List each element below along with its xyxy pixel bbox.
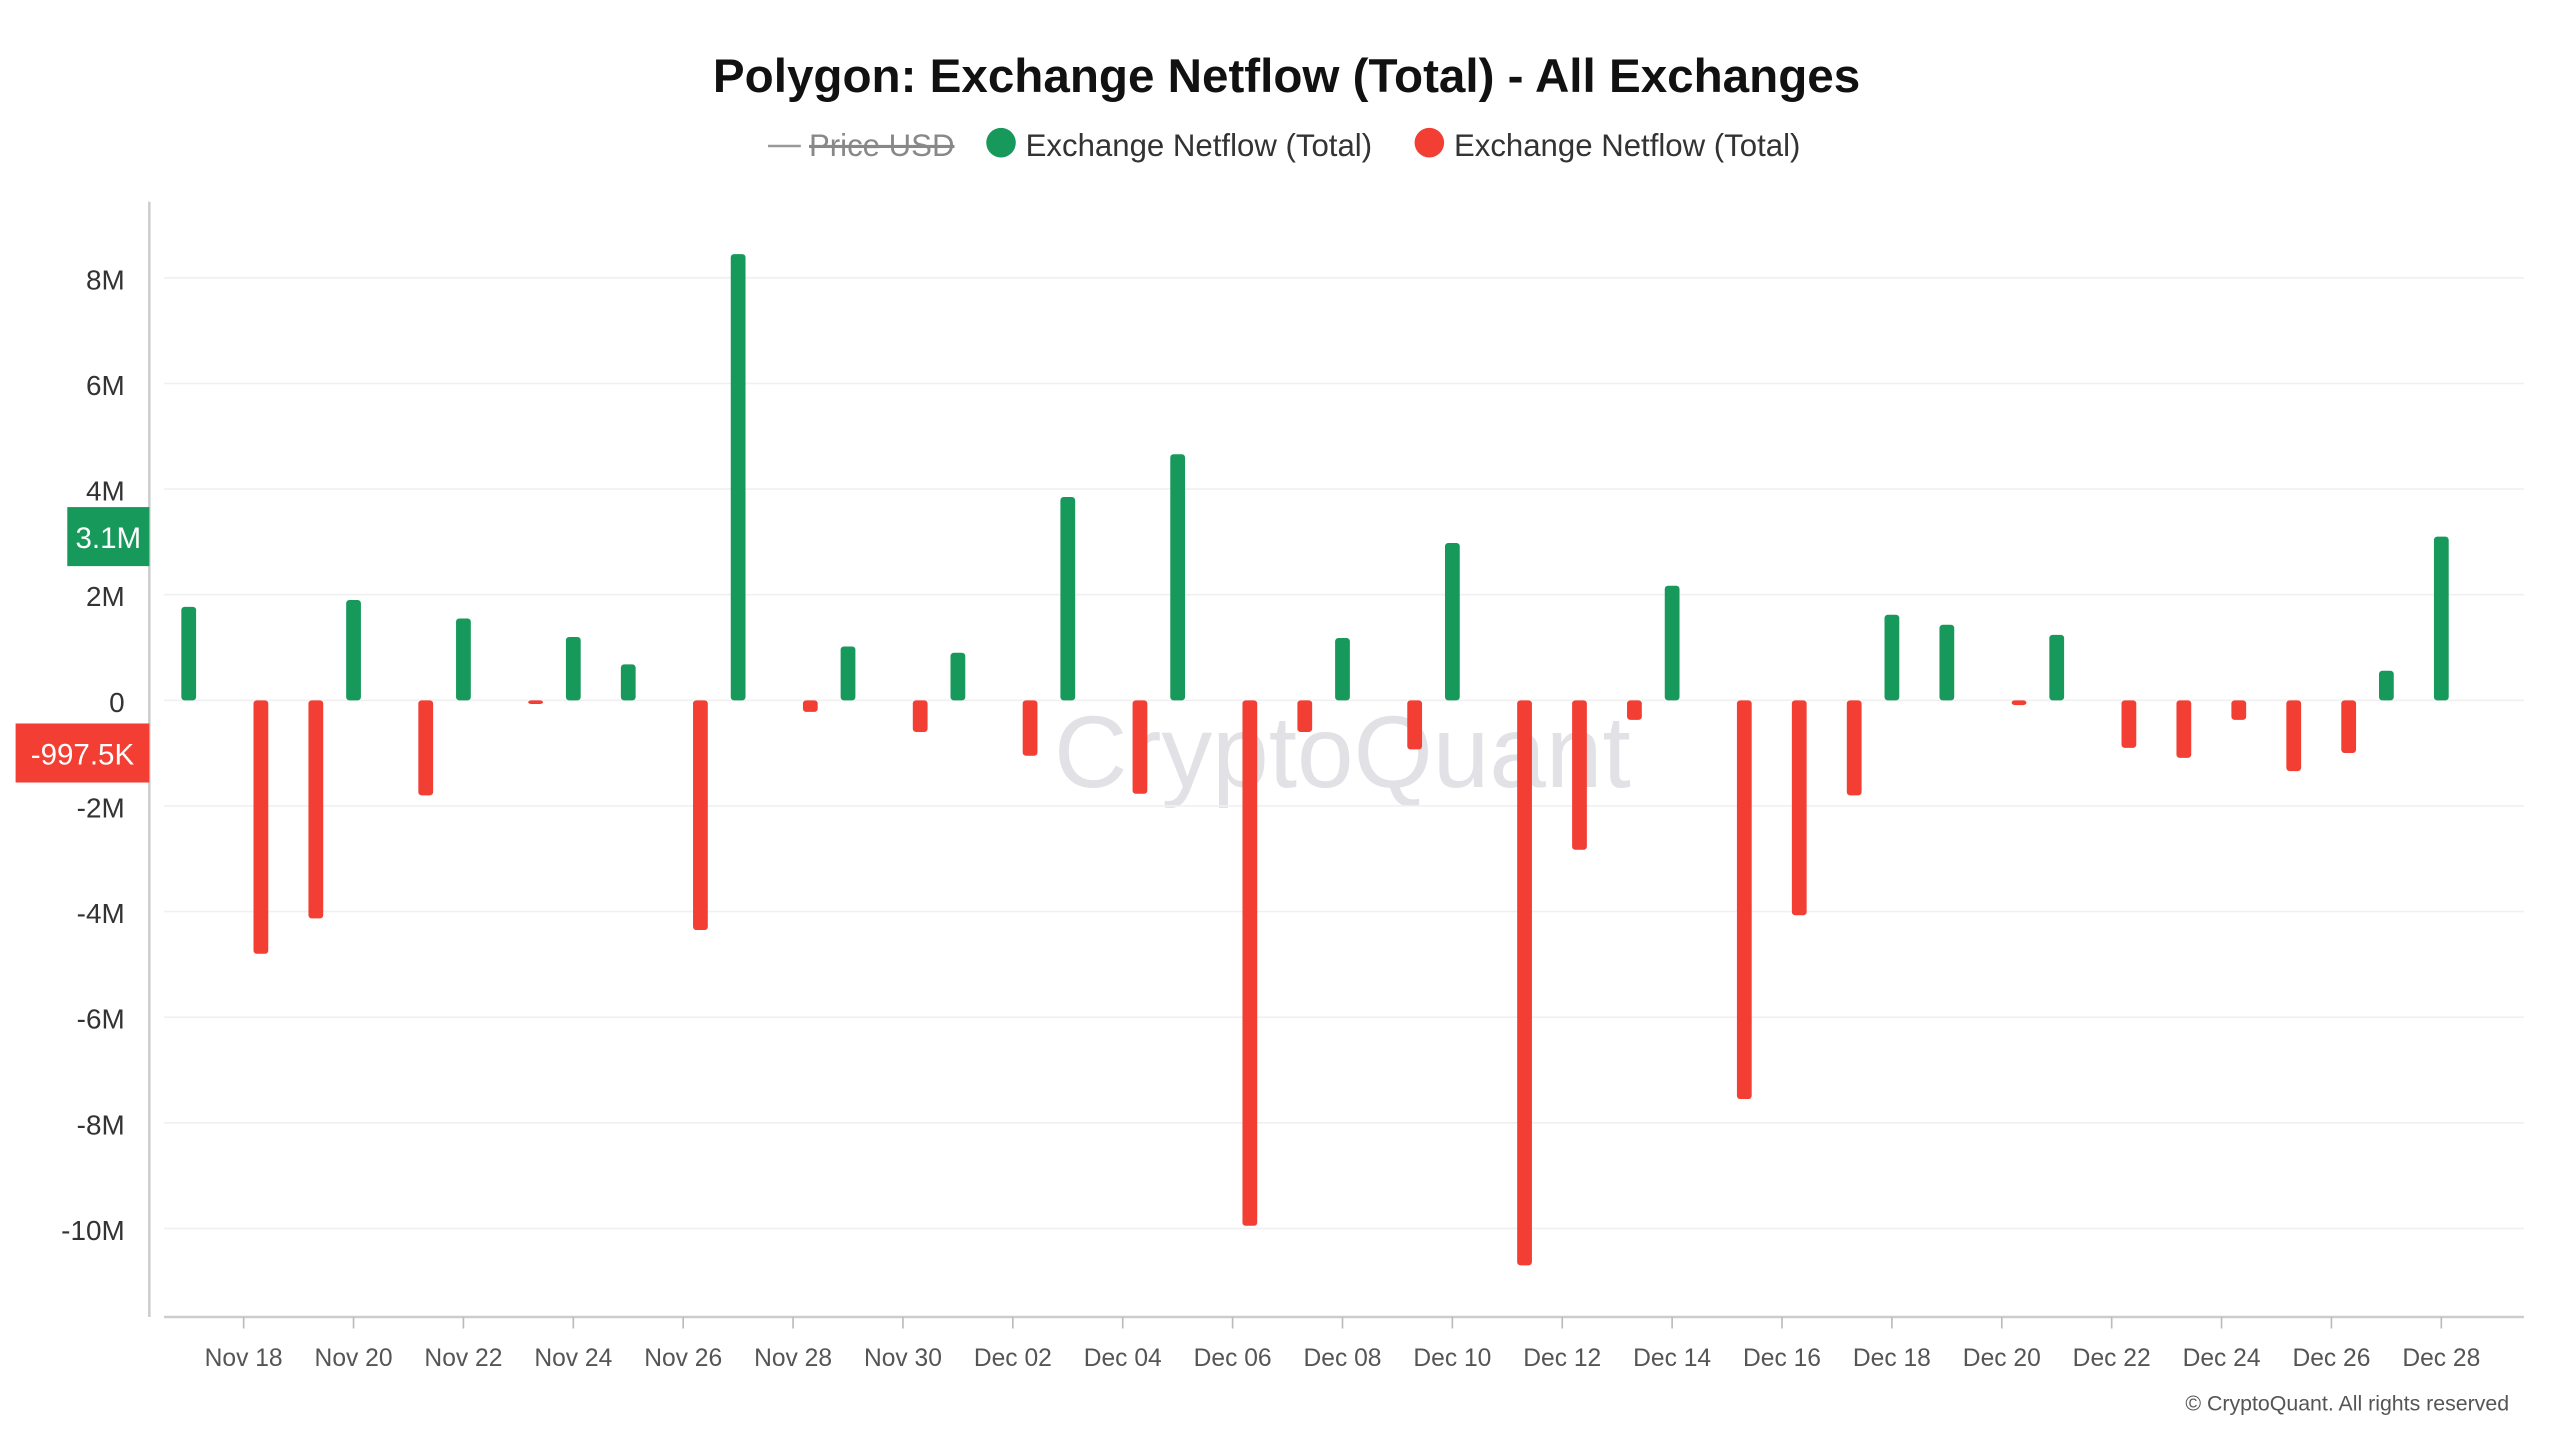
x-tick-label: Dec 20 <box>1963 1345 2041 1372</box>
bar-negative <box>1407 700 1423 750</box>
bar-negative <box>1132 700 1148 794</box>
bar-positive <box>456 618 471 701</box>
legend-netflow-positive[interactable]: Exchange Netflow (Total) <box>1026 128 1372 163</box>
legend: Price USD Exchange Netflow (Total) Excha… <box>768 128 1800 163</box>
bar-positive <box>2378 670 2394 701</box>
chart-title: Polygon: Exchange Netflow (Total) - All … <box>713 50 1860 103</box>
value-badge <box>15 723 150 783</box>
y-tick-label: 6M <box>86 370 125 401</box>
x-tick-label: Dec 06 <box>1194 1345 1272 1372</box>
x-tick-label: Dec 14 <box>1633 1345 1711 1372</box>
x-tick-label: Dec 04 <box>1084 1345 1162 1372</box>
value-badge-label: -997.5K <box>31 738 135 771</box>
watermark: CryptoQuant <box>1054 695 1631 809</box>
bar-positive <box>950 652 966 701</box>
y-tick-label: -8M <box>77 1109 125 1140</box>
legend-price-usd[interactable]: Price USD <box>809 128 954 163</box>
bar-positive <box>1939 624 1955 701</box>
bar-negative <box>2231 700 2247 720</box>
x-tick-label: Nov 20 <box>315 1345 393 1372</box>
bar-negative <box>1572 700 1587 850</box>
x-tick-label: Dec 24 <box>2183 1345 2261 1372</box>
bar-negative <box>693 700 708 931</box>
bar-negative <box>1517 700 1532 1266</box>
x-tick-label: Nov 24 <box>534 1345 612 1372</box>
y-tick-label: 2M <box>86 581 125 612</box>
value-badge-label: 3.1M <box>75 522 141 555</box>
bar-negative <box>912 700 928 733</box>
y-tick-label: 0 <box>109 687 125 718</box>
copyright: © CryptoQuant. All rights reserved <box>2185 1391 2509 1415</box>
value-badge <box>67 507 150 567</box>
x-tick-label: Nov 18 <box>205 1345 283 1372</box>
x-tick-label: Nov 22 <box>424 1345 502 1372</box>
bar-negative <box>1736 700 1752 1100</box>
x-tick-label: Dec 28 <box>2402 1345 2480 1372</box>
bar-negative <box>253 700 269 954</box>
y-tick-label: 8M <box>86 264 125 295</box>
y-tick-label: -10M <box>61 1215 125 1246</box>
bar-positive <box>2049 634 2065 701</box>
bar-positive <box>1664 585 1680 701</box>
bar-positive <box>1335 638 1350 701</box>
x-tick-label: Dec 16 <box>1743 1345 1821 1372</box>
x-tick-label: Dec 26 <box>2292 1345 2370 1372</box>
legend-netflow-negative[interactable]: Exchange Netflow (Total) <box>1454 128 1800 163</box>
y-tick-label: -6M <box>77 1004 125 1035</box>
y-tick-label: -4M <box>77 898 125 929</box>
bar-negative <box>1791 700 1807 916</box>
bar-negative <box>1022 700 1038 756</box>
bar-negative <box>418 700 434 796</box>
bar-positive <box>346 599 361 701</box>
x-tick-label: Dec 08 <box>1304 1345 1382 1372</box>
bar-positive <box>2433 536 2449 701</box>
x-tick-label: Nov 30 <box>864 1345 942 1372</box>
legend-green-dot-icon[interactable] <box>986 127 1016 158</box>
x-tick-label: Nov 26 <box>644 1345 722 1372</box>
bar-negative <box>802 700 818 712</box>
y-tick-label: 4M <box>86 476 125 507</box>
bar-negative <box>2176 700 2192 758</box>
bar-negative <box>2011 700 2027 706</box>
bar-negative <box>1242 700 1258 1226</box>
bar-positive <box>1060 496 1076 701</box>
x-tick-label: Dec 10 <box>1413 1345 1491 1372</box>
bar-negative <box>1627 700 1642 720</box>
x-tick-label: Dec 12 <box>1523 1345 1601 1372</box>
bar-negative <box>2286 700 2302 772</box>
bar-negative <box>1846 700 1862 796</box>
x-tick-label: Nov 28 <box>754 1345 832 1372</box>
bar-positive <box>840 646 856 701</box>
bar-positive <box>181 606 197 701</box>
x-tick-label: Dec 18 <box>1853 1345 1931 1372</box>
bar-positive <box>565 636 581 701</box>
bar-negative <box>1297 700 1313 733</box>
x-tick-label: Dec 02 <box>974 1345 1052 1372</box>
bar-negative <box>2341 700 2357 753</box>
bar-positive <box>730 254 746 701</box>
legend-red-dot-icon[interactable] <box>1414 127 1445 158</box>
bar-negative <box>308 700 324 919</box>
bar-positive <box>1170 454 1186 701</box>
bar-positive <box>1444 542 1460 701</box>
bar-negative <box>528 700 543 705</box>
bar-negative <box>2121 700 2137 748</box>
bar-positive <box>620 664 636 701</box>
bar-positive <box>1884 614 1900 701</box>
x-tick-label: Dec 22 <box>2073 1345 2151 1372</box>
y-tick-label: -2M <box>77 792 125 823</box>
